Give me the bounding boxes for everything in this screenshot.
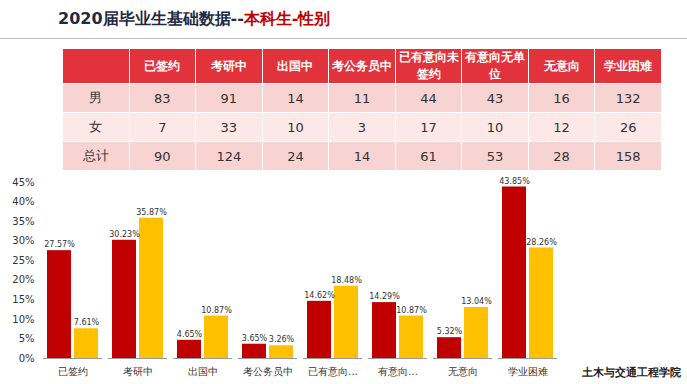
html-text:考研中: 考研中 xyxy=(210,58,247,73)
html-text:无意向: 无意向 xyxy=(543,58,580,73)
html-text:44: 44 xyxy=(420,90,437,106)
svg-text:30%: 30% xyxy=(12,235,34,246)
html-text:91: 91 xyxy=(220,90,238,106)
html-text:女: 女 xyxy=(89,119,103,134)
svg-text:无意向: 无意向 xyxy=(448,366,478,377)
html-text:132: 132 xyxy=(615,90,641,106)
svg-text:3.26%: 3.26% xyxy=(269,335,295,344)
svg-text:10.87%: 10.87% xyxy=(396,306,427,315)
html-text:14: 14 xyxy=(287,90,304,106)
svg-text:18.48%: 18.48% xyxy=(331,276,362,285)
html-text:3: 3 xyxy=(357,119,367,135)
html-text:124: 124 xyxy=(216,148,242,164)
svg-text:5.32%: 5.32% xyxy=(437,327,463,336)
svg-text:10%: 10% xyxy=(12,314,34,325)
svg-text:7.61%: 7.61% xyxy=(74,318,100,327)
html-text:2020届毕业生基础数据--本科生-性别: 2020届毕业生基础数据--本科生-性别 xyxy=(58,9,331,28)
svg-text:考公务员中: 考公务员中 xyxy=(243,366,293,377)
html-text:17: 17 xyxy=(420,119,437,135)
html-text:已签约: 已签约 xyxy=(144,58,181,73)
html-text:61: 61 xyxy=(420,148,437,164)
svg-text:25%: 25% xyxy=(12,255,34,266)
svg-text:已有意向…: 已有意向… xyxy=(308,366,358,377)
svg-text:14.29%: 14.29% xyxy=(369,292,400,301)
svg-text:20%: 20% xyxy=(12,274,34,285)
html-text:158: 158 xyxy=(615,148,641,164)
svg-text:35%: 35% xyxy=(12,216,34,227)
html-text:83: 83 xyxy=(154,90,171,106)
html-text:7: 7 xyxy=(158,119,167,135)
html-text:28: 28 xyxy=(553,148,570,164)
html-text:90: 90 xyxy=(154,148,171,164)
svg-text:学业困难: 学业困难 xyxy=(508,366,548,377)
svg-text:4.65%: 4.65% xyxy=(177,330,203,339)
svg-text:考研中: 考研中 xyxy=(123,366,153,377)
svg-text:13.04%: 13.04% xyxy=(461,297,492,306)
html-text:10: 10 xyxy=(287,119,304,135)
html-text:33: 33 xyxy=(220,119,238,135)
svg-text:30.23%: 30.23% xyxy=(109,230,140,239)
svg-text:14.62%: 14.62% xyxy=(304,291,335,300)
html-text:26: 26 xyxy=(619,119,637,135)
svg-text:3.65%: 3.65% xyxy=(242,334,268,343)
svg-text:35.87%: 35.87% xyxy=(136,208,167,217)
svg-text:28.26%: 28.26% xyxy=(526,238,557,247)
html-text:有意向无单位: 有意向无单位 xyxy=(465,50,525,81)
svg-text:0%: 0% xyxy=(19,353,35,364)
svg-text:出国中: 出国中 xyxy=(188,366,218,377)
html-text:12: 12 xyxy=(553,119,570,135)
html-text:24: 24 xyxy=(287,148,304,164)
html-text:已有意向未签约: 已有意向未签约 xyxy=(398,50,459,81)
html-text:总计: 总计 xyxy=(82,148,109,163)
html-text:学业困难: 学业困难 xyxy=(604,58,653,73)
svg-text:15%: 15% xyxy=(12,294,34,305)
svg-text:27.57%: 27.57% xyxy=(44,240,75,249)
html-text:11: 11 xyxy=(353,90,371,106)
html-text:53: 53 xyxy=(486,148,504,164)
svg-text:已签约: 已签约 xyxy=(58,366,88,377)
html-text:考公务员中: 考公务员中 xyxy=(332,58,392,73)
svg-text:40%: 40% xyxy=(12,196,34,207)
html-text:10: 10 xyxy=(486,119,504,135)
svg-text:10.87%: 10.87% xyxy=(201,306,232,315)
svg-text:有意向…: 有意向… xyxy=(378,366,418,377)
html-text:16: 16 xyxy=(553,90,570,106)
html-text:土木与交通工程学院: 土木与交通工程学院 xyxy=(582,366,681,379)
svg-text:43.85%: 43.85% xyxy=(499,177,530,186)
svg-text:45%: 45% xyxy=(12,177,34,188)
html-text:出国中: 出国中 xyxy=(277,58,314,73)
html-text:43: 43 xyxy=(486,90,504,106)
html-text:14: 14 xyxy=(353,148,371,164)
html-text:男: 男 xyxy=(89,90,103,105)
svg-text:5%: 5% xyxy=(19,333,35,344)
